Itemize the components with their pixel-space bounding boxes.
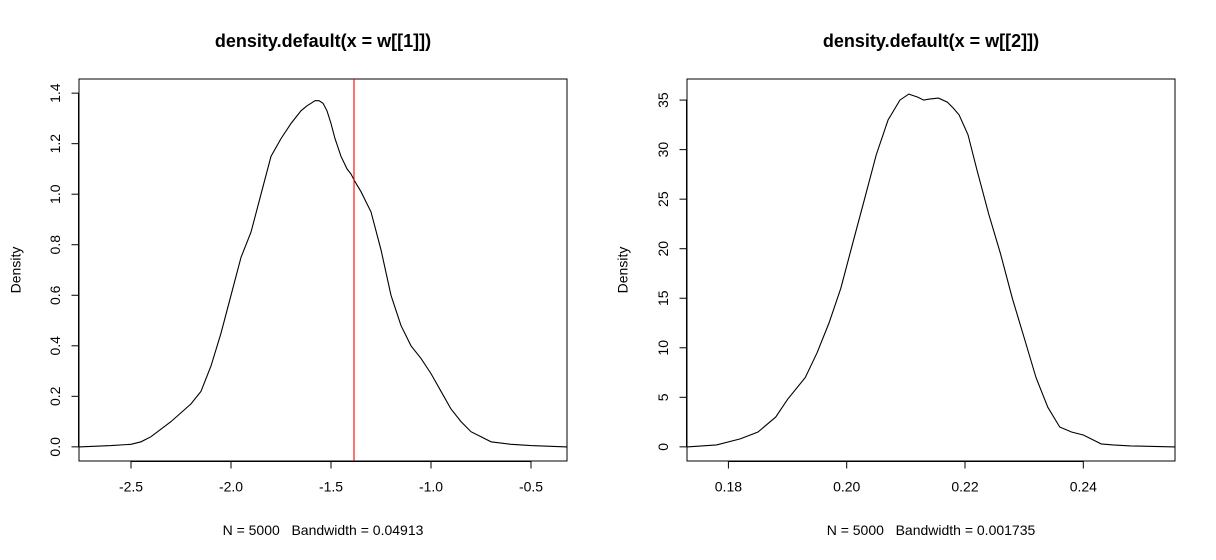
x-axis: 0.18 0.20 0.22 0.24 <box>715 461 1097 495</box>
y-tick-label: 0.8 <box>47 235 63 255</box>
y-tick-label: 1.0 <box>47 184 63 204</box>
y-tick-label: 5 <box>655 393 671 401</box>
y-tick-label: 35 <box>655 92 671 108</box>
density-curve <box>78 100 568 448</box>
x-tick-label: 0.20 <box>833 479 860 495</box>
y-tick-label: 15 <box>655 290 671 306</box>
x-tick-label: -2.5 <box>119 479 143 495</box>
x-tick-label: -1.0 <box>419 479 443 495</box>
y-tick-label: 0.2 <box>47 386 63 406</box>
y-axis: 0.0 0.2 0.4 0.6 0.8 1.0 1.2 1.4 <box>47 83 79 457</box>
y-tick-label: 0.0 <box>47 437 63 457</box>
y-tick-label: 30 <box>655 142 671 158</box>
density-plot-2: density.default(x = w[[2]])0.18 0.20 0.22 0… <box>615 31 1176 538</box>
y-tick-label: 0.6 <box>47 285 63 305</box>
plot-frame <box>686 78 1176 462</box>
chart-title: density.default(x = w[[1]]) <box>215 31 431 51</box>
plot-frame <box>78 78 568 462</box>
chart-title: density.default(x = w[[2]]) <box>823 31 1039 51</box>
x-tick-label: -2.0 <box>219 479 243 495</box>
x-tick-label: 0.22 <box>951 479 978 495</box>
y-tick-label: 0.4 <box>47 336 63 356</box>
y-axis-label: Density <box>615 247 631 294</box>
density-curve <box>686 93 1176 448</box>
y-tick-label: 20 <box>655 241 671 257</box>
y-tick-label: 1.2 <box>47 134 63 154</box>
x-axis: -2.5 -2.0 -1.5 -1.0 -0.5 <box>119 461 543 495</box>
y-tick-label: 0 <box>655 443 671 451</box>
x-tick-label: 0.18 <box>715 479 742 495</box>
y-axis: 0 5 10 15 20 25 30 35 <box>655 92 687 451</box>
y-tick-label: 25 <box>655 191 671 207</box>
x-axis-label: N = 5000 Bandwidth = 0.001735 <box>827 522 1036 538</box>
density-plot-1: density.default(x = w[[1]])-2.5 -2.0 -1.5-… <box>8 31 568 538</box>
x-tick-label: 0.24 <box>1070 479 1097 495</box>
y-axis-label: Density <box>8 247 24 294</box>
x-axis-label: N = 5000 Bandwidth = 0.04913 <box>223 522 424 538</box>
x-tick-label: -1.5 <box>319 479 343 495</box>
y-tick-label: 10 <box>655 340 671 356</box>
y-tick-label: 1.4 <box>47 83 63 103</box>
x-tick-label: -0.5 <box>519 479 543 495</box>
